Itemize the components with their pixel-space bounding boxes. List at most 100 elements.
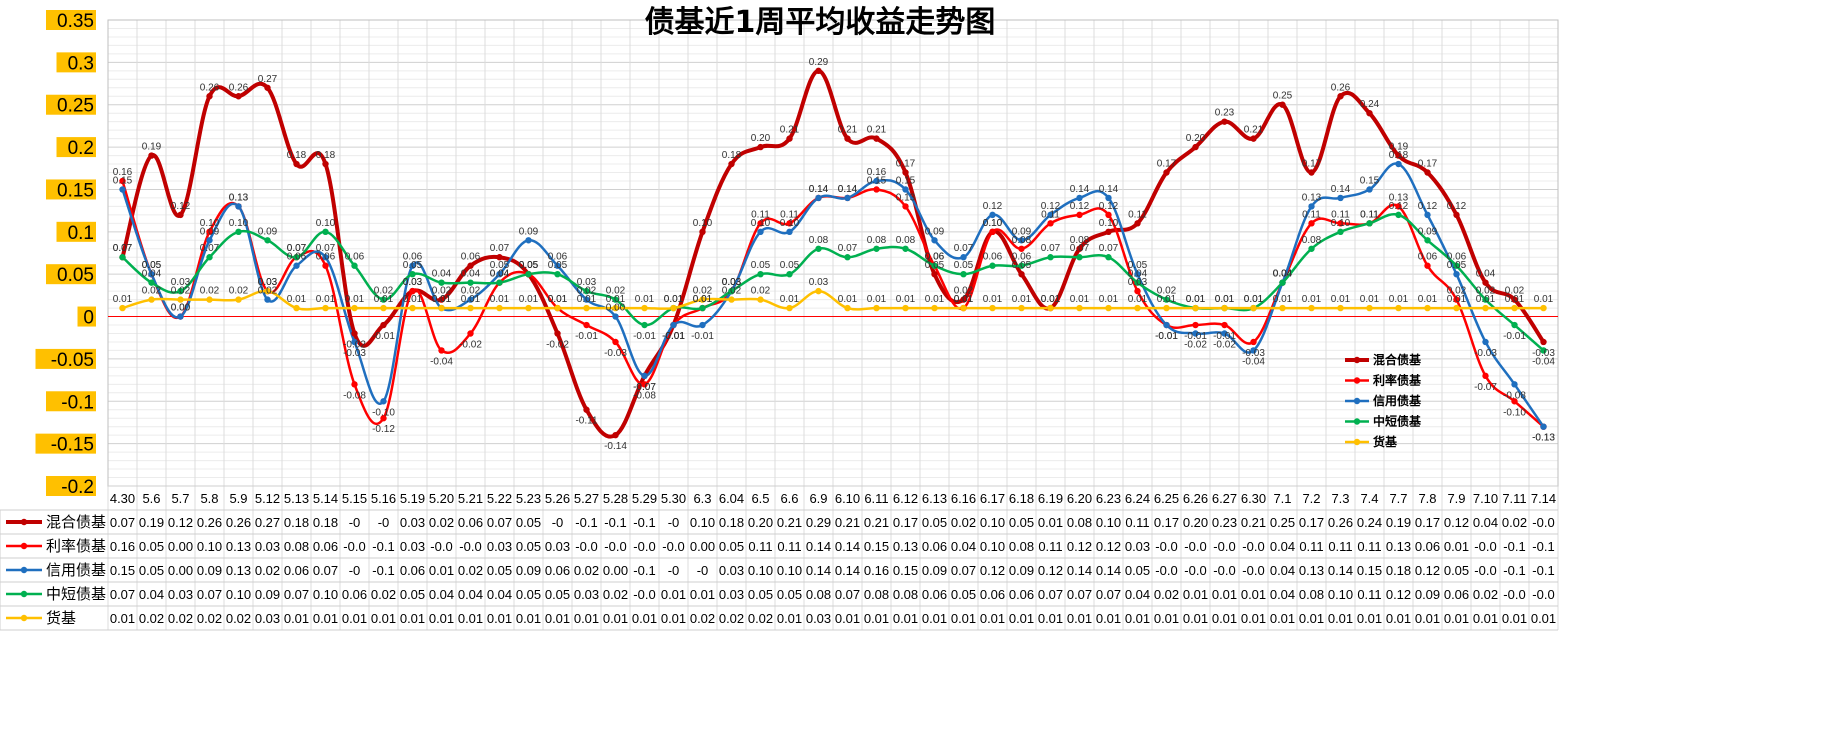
data-label: 0.20 — [751, 133, 771, 144]
data-point — [1511, 381, 1518, 388]
data-label: 0.26 — [229, 82, 249, 93]
y-axis: 0.35 0.3 0.25 0.2 0.15 0.1 0.05 0 -0.05 -0.1 -0.15… — [35, 10, 96, 498]
table-cell: -0.1 — [575, 515, 597, 530]
data-point — [1424, 169, 1431, 176]
table-cell: 0.17 — [1415, 515, 1440, 530]
data-point — [1308, 203, 1315, 210]
table-cell: 0.01 — [342, 611, 367, 626]
data-label: 0.01 — [113, 294, 133, 305]
data-label: -0.01 — [691, 331, 714, 342]
data-point — [583, 304, 590, 312]
data-label: 0.13 — [229, 192, 249, 203]
x-tick-label: 6.20 — [1067, 491, 1092, 506]
table-cell: 0.06 — [922, 539, 947, 554]
table-cell: 0.01 — [1125, 611, 1150, 626]
data-label: 0.10 — [316, 218, 336, 229]
data-point — [496, 304, 503, 312]
data-point — [322, 254, 329, 261]
table-cell: 0.05 — [516, 539, 541, 554]
table-cell: 0.13 — [226, 539, 251, 554]
table-row-name: 货基 — [46, 609, 76, 627]
data-point — [728, 296, 735, 303]
data-point — [844, 135, 851, 142]
data-point — [1192, 304, 1199, 312]
x-tick-label: 6.9 — [809, 491, 827, 506]
data-point — [612, 431, 619, 439]
data-label: 0.05 — [751, 260, 771, 271]
data-point — [786, 135, 793, 142]
table-cell: 0.08 — [1067, 515, 1092, 530]
data-label: -0.10 — [1503, 407, 1526, 418]
data-point — [1308, 304, 1315, 312]
table-cell: -0.0 — [1503, 587, 1525, 602]
table-cell: 0.02 — [1473, 587, 1498, 602]
data-label: 0.03 — [258, 277, 278, 288]
data-point — [1105, 194, 1112, 202]
table-cell: 0.03 — [719, 563, 744, 578]
data-label: -0.04 — [1532, 356, 1555, 367]
table-cell: 0.04 — [1270, 563, 1295, 578]
table-cell: -0 — [668, 515, 680, 530]
table-cell: 0.12 — [1386, 587, 1411, 602]
table-cell: 0.10 — [1096, 515, 1121, 530]
table-cell: 0.04 — [139, 587, 164, 602]
data-label: 0.01 — [1505, 294, 1525, 305]
x-tick-label: 7.2 — [1302, 491, 1320, 506]
data-point — [467, 330, 474, 337]
data-point — [815, 194, 822, 202]
data-label: -0.04 — [430, 356, 453, 367]
data-point — [815, 287, 822, 295]
table-cell: -0.0 — [1213, 563, 1235, 578]
table-cell: 0.10 — [313, 587, 338, 602]
x-tick-label: 6.10 — [835, 491, 860, 506]
data-point — [583, 296, 590, 303]
data-label: 0.02 — [722, 286, 742, 297]
table-cell: 0.01 — [603, 611, 628, 626]
data-point — [699, 304, 706, 312]
data-label: 0.07 — [838, 243, 858, 254]
data-label: 0.01 — [1070, 294, 1090, 305]
table-cell: 0.10 — [980, 539, 1005, 554]
data-label: 0.01 — [606, 294, 626, 305]
data-label: 0.11 — [1302, 209, 1321, 220]
x-tick-label: 7.1 — [1273, 491, 1291, 506]
table-cell: 0.12 — [1444, 515, 1469, 530]
table-cell: -0.0 — [1532, 515, 1554, 530]
data-label: 0.05 — [1012, 260, 1032, 271]
table-cell: 0.03 — [806, 611, 831, 626]
table-row-name: 中短债基 — [46, 585, 106, 603]
x-tick-label: 5.14 — [313, 491, 338, 506]
y-tick-highlight — [35, 433, 96, 454]
data-point — [1424, 211, 1431, 219]
data-point — [641, 321, 648, 329]
x-tick-label: 5.26 — [545, 491, 570, 506]
data-label: 0.05 — [519, 260, 539, 271]
x-tick-label: 7.3 — [1331, 491, 1349, 506]
x-tick-label: 6.18 — [1009, 491, 1034, 506]
table-cell: 0.11 — [1038, 539, 1062, 554]
data-point — [873, 177, 880, 185]
data-label: -0.01 — [1503, 331, 1526, 342]
table-cell: 0.04 — [458, 587, 483, 602]
table-cell: -0.1 — [1503, 563, 1525, 578]
data-point — [1018, 270, 1025, 278]
data-point — [264, 84, 271, 91]
data-label: -0.04 — [1242, 356, 1265, 367]
data-point — [1308, 220, 1315, 227]
data-point — [409, 270, 416, 278]
x-tick-label: 5.13 — [284, 491, 309, 506]
data-label: 0.04 — [490, 269, 510, 280]
data-label: 0.01 — [1476, 294, 1496, 305]
data-label: 0.12 — [983, 201, 1003, 212]
data-point — [612, 304, 619, 312]
data-label: -0.01 — [372, 331, 395, 342]
data-point — [989, 262, 996, 269]
data-label: 0.07 — [287, 243, 307, 254]
table-cell: 0.02 — [197, 611, 222, 626]
data-label: 0.11 — [1331, 209, 1350, 220]
data-label: 0.01 — [548, 294, 568, 305]
data-point — [1076, 245, 1083, 252]
table-row-name: 利率债基 — [46, 537, 106, 555]
data-label: 0.02 — [142, 286, 162, 297]
data-point — [1366, 220, 1373, 227]
